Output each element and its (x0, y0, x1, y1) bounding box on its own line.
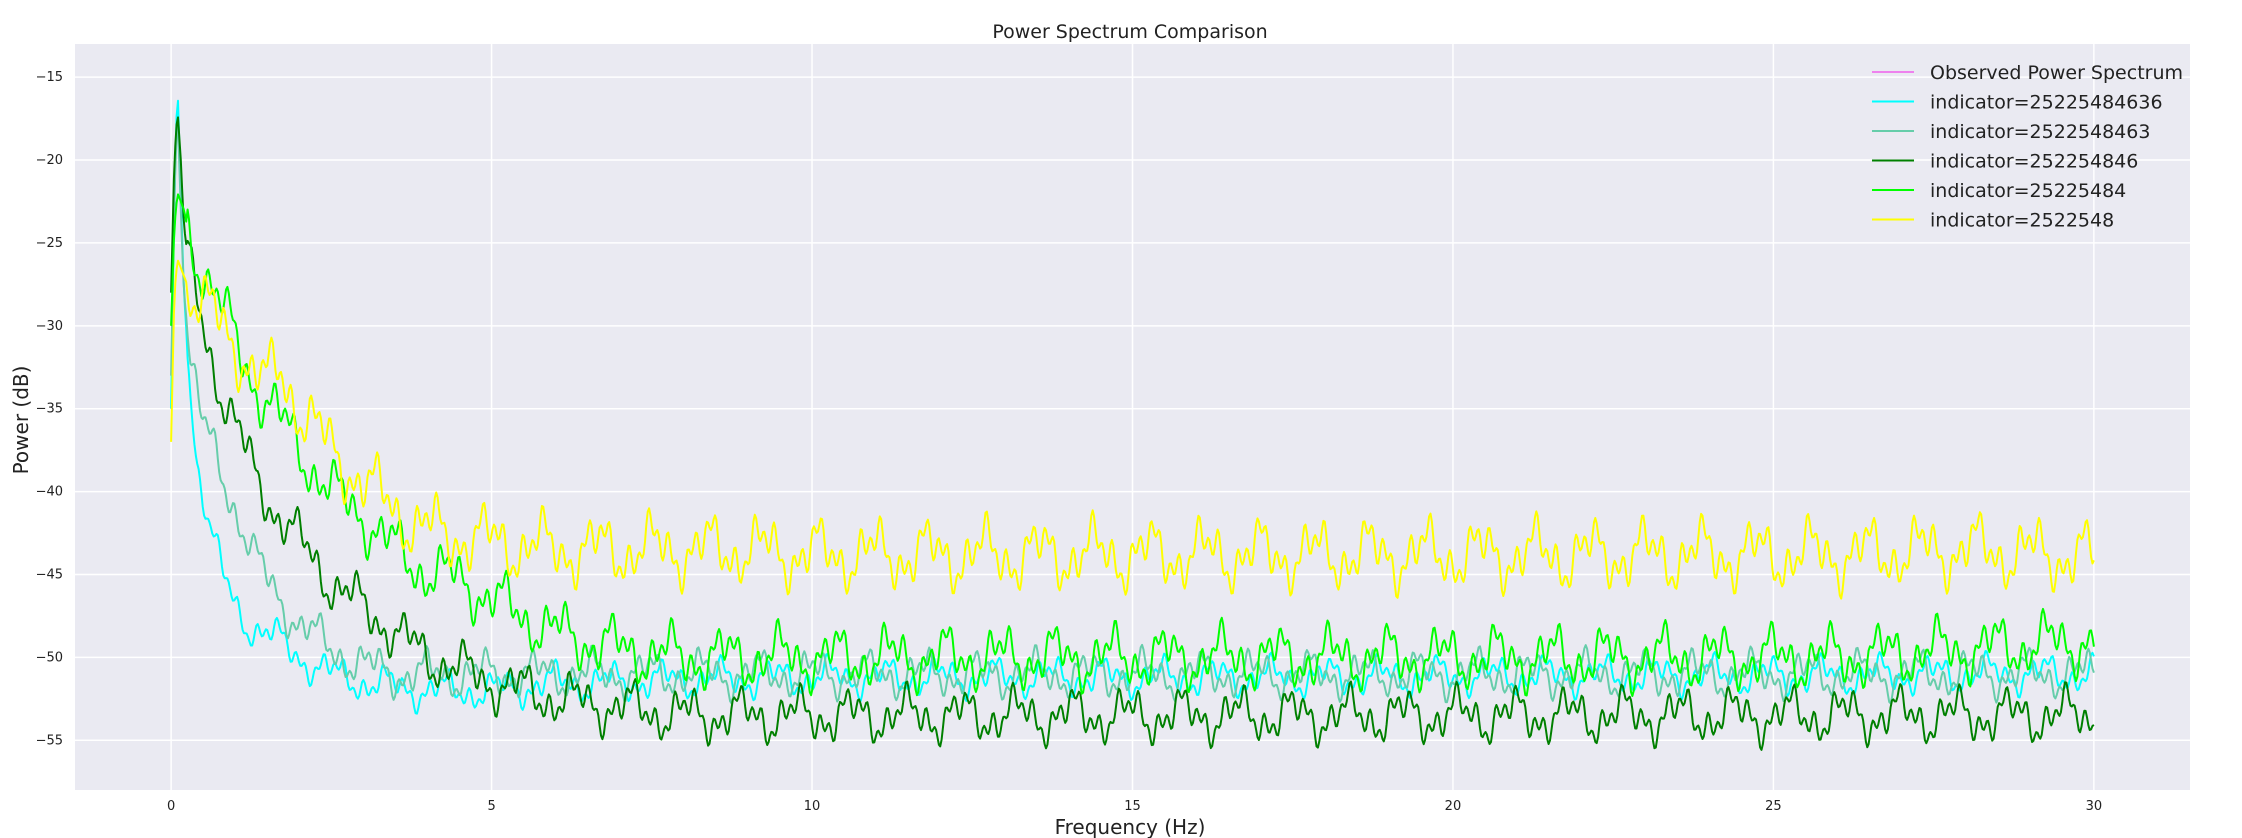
series-line (170, 193, 2095, 697)
legend: Observed Power Spectrum indicator=2522548… (1872, 62, 2183, 232)
x-tick-label: 0 (167, 799, 175, 814)
y-tick-label: −15 (36, 70, 63, 85)
x-axis-label: Frequency (Hz) (1055, 815, 1206, 838)
y-tick-label: −25 (36, 236, 63, 251)
axis-ticks: 0 5 10 15 20 25 30 −55 −50 −45 −40 −35 −30 −25 −20 −15 (36, 70, 2103, 814)
legend-label: indicator=252254846 (1930, 151, 2138, 173)
series-line (170, 116, 2095, 751)
series-line (170, 99, 2095, 715)
x-tick-label: 10 (804, 799, 821, 814)
y-tick-label: −50 (36, 650, 63, 665)
x-tick-label: 30 (2086, 799, 2103, 814)
legend-label: indicator=25225484636 (1930, 92, 2163, 114)
y-tick-label: −30 (36, 319, 63, 334)
series-layer (170, 99, 2095, 751)
legend-label: Observed Power Spectrum (1930, 62, 2183, 84)
legend-label: indicator=25225484 (1930, 180, 2126, 202)
y-tick-label: −45 (36, 567, 63, 582)
series-line (170, 259, 2095, 600)
y-tick-label: −55 (36, 733, 63, 748)
legend-label: indicator=2522548463 (1930, 121, 2150, 143)
x-tick-label: 5 (487, 799, 495, 814)
x-tick-label: 25 (1765, 799, 1782, 814)
y-tick-label: −20 (36, 153, 63, 168)
y-tick-label: −40 (36, 485, 63, 500)
x-tick-label: 20 (1445, 799, 1462, 814)
y-axis-label: Power (dB) (9, 366, 33, 475)
legend-label: indicator=2522548 (1930, 210, 2114, 232)
x-tick-label: 15 (1124, 799, 1141, 814)
chart-title: Power Spectrum Comparison (992, 21, 1267, 43)
y-tick-label: −35 (36, 402, 63, 417)
